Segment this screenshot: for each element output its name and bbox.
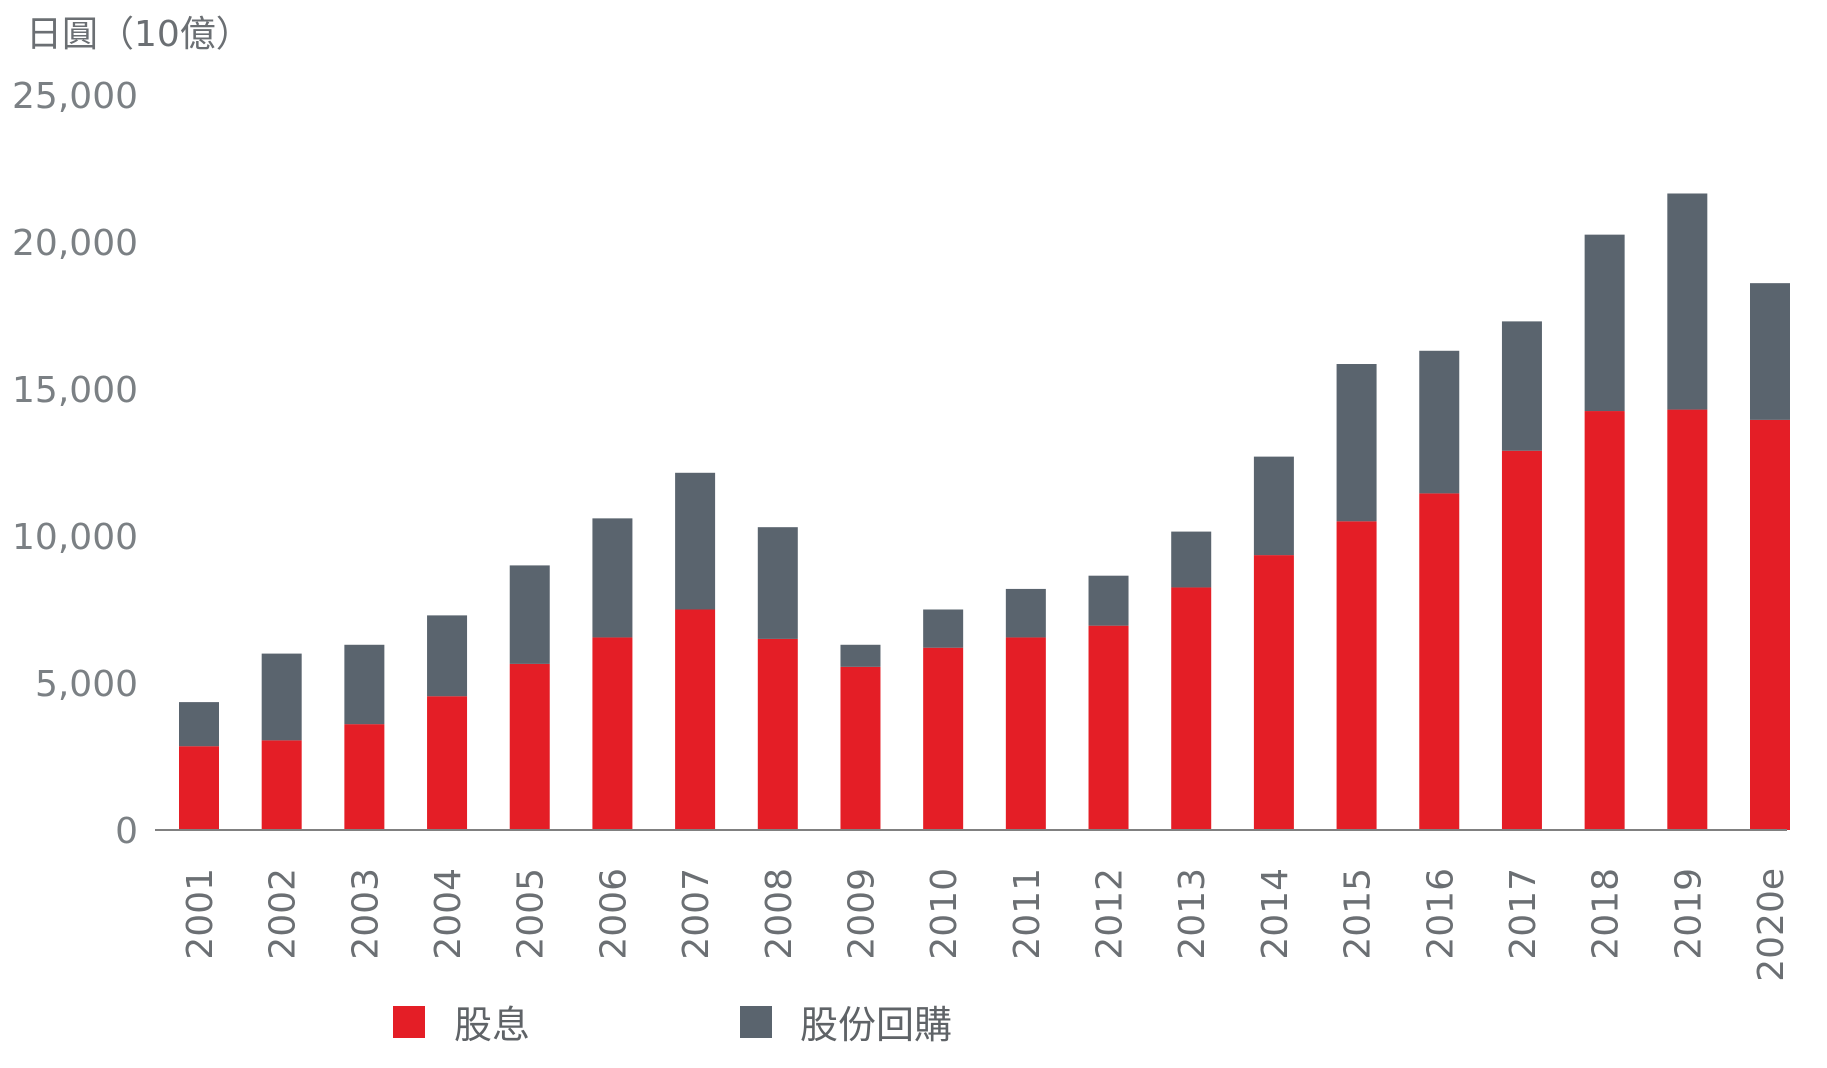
x-tick-label: 2010 [924, 868, 965, 960]
bar-buybacks [1419, 350, 1460, 494]
x-tick-label: 2007 [676, 868, 717, 960]
bar-buybacks [592, 518, 633, 638]
bar-dividends [1501, 450, 1542, 830]
bar-buybacks [179, 702, 219, 747]
bar-dividends [509, 663, 550, 830]
y-tick-label: 10,000 [12, 517, 138, 558]
x-tick-label: 2014 [1255, 868, 1296, 960]
bar-buybacks [427, 615, 468, 697]
x-tick-label: 2004 [428, 868, 469, 960]
x-tick-label: 2020e [1751, 868, 1792, 982]
y-axis-ticks: 0 5,000 10,000 15,000 20,000 25,000 [12, 76, 138, 852]
legend-label-dividends: 股息 [454, 1003, 530, 1047]
bar-buybacks [1005, 588, 1046, 638]
bar-dividends [757, 638, 798, 830]
x-tick-label: 2003 [345, 868, 386, 960]
bar-buybacks [509, 565, 550, 664]
bar-dividends [1667, 409, 1708, 830]
bar-buybacks [1336, 364, 1377, 522]
x-tick-label: 2019 [1668, 868, 1709, 960]
bar-dividends [1005, 637, 1046, 830]
y-tick-label: 5,000 [35, 664, 138, 705]
bar-dividends [1253, 555, 1294, 830]
bar-dividends [1336, 521, 1377, 830]
x-axis-ticks: 2001 2002 2003 2004 2005 2006 2007 2008 2009 2010… [180, 868, 1792, 982]
bar-buybacks [344, 644, 385, 725]
bar-buybacks [1584, 234, 1625, 412]
bar-dividends [427, 696, 468, 830]
y-tick-label: 20,000 [12, 223, 138, 264]
bar-dividends [840, 666, 881, 830]
bar-buybacks [757, 527, 798, 639]
x-tick-label: 2013 [1172, 868, 1213, 960]
bar-dividends [923, 647, 964, 830]
bars [179, 193, 1790, 830]
legend-swatch-buybacks [740, 1006, 772, 1038]
bar-buybacks [1253, 456, 1294, 556]
bar-dividends [261, 740, 302, 830]
bar-dividends [1419, 493, 1460, 830]
x-tick-label: 2011 [1007, 868, 1048, 960]
y-tick-label: 25,000 [12, 76, 138, 117]
legend: 股息 股份回購 [393, 1003, 952, 1047]
bar-dividends [179, 746, 219, 830]
bar-dividends [675, 609, 716, 830]
x-tick-label: 2009 [841, 868, 882, 960]
bar-buybacks [261, 653, 302, 741]
x-tick-label: 2006 [593, 868, 634, 960]
x-tick-label: 2008 [759, 868, 800, 960]
bar-buybacks [923, 609, 964, 648]
bar-dividends [1088, 625, 1129, 830]
bar-buybacks [840, 644, 881, 667]
x-tick-label: 2017 [1503, 868, 1544, 960]
x-tick-label: 2018 [1586, 868, 1627, 960]
bar-dividends [1750, 419, 1790, 830]
bar-buybacks [675, 472, 716, 610]
bar-buybacks [1171, 531, 1212, 588]
y-tick-label: 0 [115, 811, 138, 852]
bar-dividends [344, 724, 385, 830]
bar-dividends [592, 637, 633, 830]
y-tick-label: 15,000 [12, 370, 138, 411]
x-tick-label: 2012 [1090, 868, 1131, 960]
x-tick-label: 2002 [263, 868, 304, 960]
bar-buybacks [1501, 321, 1542, 451]
bar-dividends [1171, 587, 1212, 830]
bar-buybacks [1750, 283, 1790, 420]
y-axis-title: 日圓（10億） [26, 14, 252, 55]
x-tick-label: 2001 [180, 868, 221, 960]
bar-buybacks [1667, 193, 1708, 410]
legend-label-buybacks: 股份回購 [800, 1003, 952, 1047]
x-tick-label: 2005 [511, 868, 552, 960]
legend-swatch-dividends [393, 1006, 425, 1038]
x-tick-label: 2016 [1420, 868, 1461, 960]
x-tick-label: 2015 [1338, 868, 1379, 960]
bar-buybacks [1088, 575, 1129, 626]
bar-dividends [1584, 411, 1625, 830]
